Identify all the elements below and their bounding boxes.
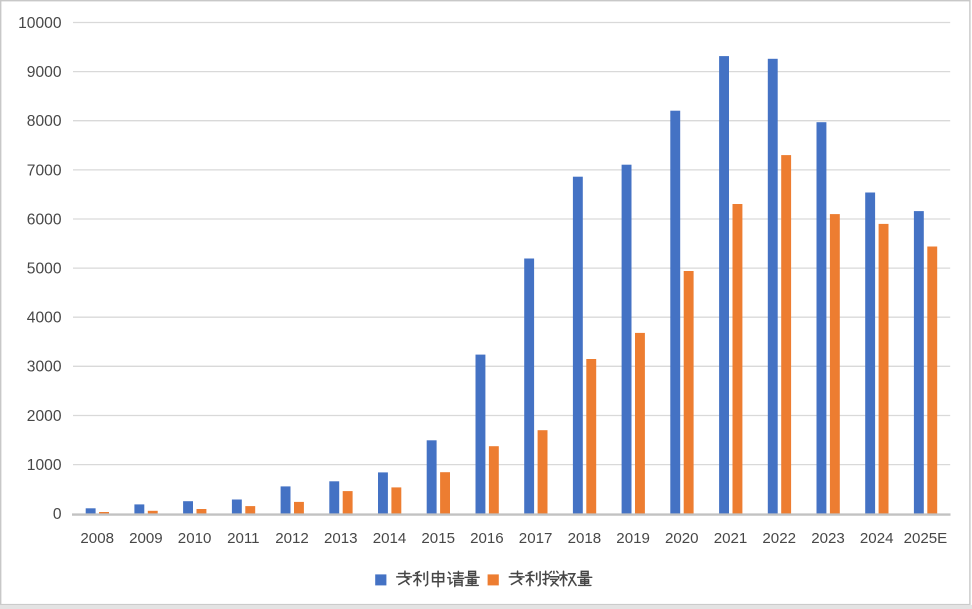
svg-text:2000: 2000 [27,408,62,425]
svg-text:1000: 1000 [27,457,62,474]
svg-text:2018: 2018 [568,530,602,547]
svg-text:2009: 2009 [129,530,163,547]
svg-text:3000: 3000 [27,359,62,376]
svg-text:2011: 2011 [227,530,259,547]
svg-text:0: 0 [53,506,62,523]
svg-text:2025E: 2025E [904,530,948,547]
svg-text:8000: 8000 [27,113,62,130]
svg-text:9000: 9000 [27,64,62,81]
svg-text:4000: 4000 [27,310,62,327]
svg-text:10000: 10000 [18,15,62,32]
svg-text:2023: 2023 [811,530,845,547]
svg-text:6000: 6000 [27,211,62,228]
svg-text:2024: 2024 [860,530,894,547]
svg-text:5000: 5000 [27,261,62,278]
svg-text:2010: 2010 [178,530,212,547]
svg-text:2012: 2012 [275,530,309,547]
svg-text:2008: 2008 [80,530,114,547]
svg-text:2013: 2013 [324,530,358,547]
svg-text:2019: 2019 [616,530,650,547]
svg-text:2016: 2016 [470,530,504,547]
svg-text:2020: 2020 [665,530,699,547]
svg-text:2017: 2017 [519,530,553,547]
svg-text:2015: 2015 [421,530,455,547]
svg-text:7000: 7000 [27,162,62,179]
svg-text:2014: 2014 [373,530,407,547]
svg-text:2021: 2021 [714,530,748,547]
svg-text:2022: 2022 [762,530,796,547]
